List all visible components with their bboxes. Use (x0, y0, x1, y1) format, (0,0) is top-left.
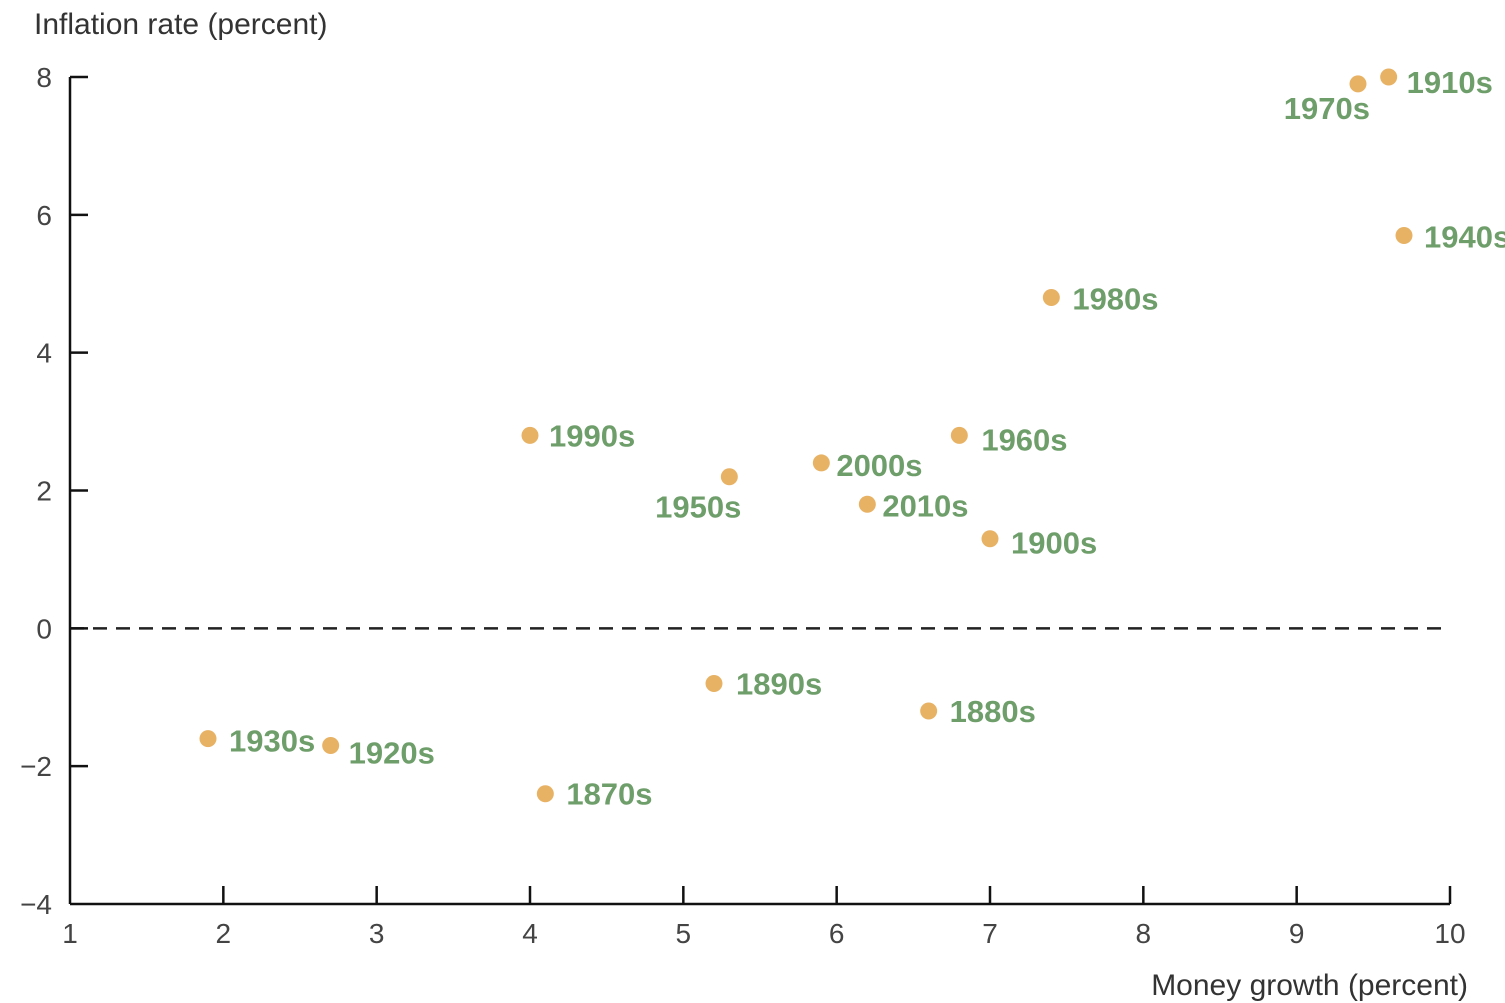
x-axis-ticks: 1 2 3 4 5 6 7 8 9 10 (62, 886, 1466, 949)
x-tick-label: 7 (982, 918, 998, 949)
x-tick-label: 1 (62, 918, 78, 949)
data-point-2010s (858, 495, 876, 513)
point-label-1890s: 1890s (736, 666, 822, 701)
data-point-1960s (950, 426, 968, 444)
y-axis-title: Inflation rate (percent) (34, 8, 327, 41)
y-tick-label: 8 (36, 62, 52, 93)
data-point-1980s (1042, 289, 1060, 307)
data-point-1870s (536, 785, 554, 803)
point-label-1980s: 1980s (1072, 282, 1158, 317)
x-tick-label: 2 (216, 918, 232, 949)
data-point-1940s (1395, 227, 1413, 245)
x-tick-label: 5 (676, 918, 692, 949)
data-point-1990s (521, 426, 539, 444)
data-point-1910s (1380, 68, 1398, 86)
x-tick-label: 10 (1434, 918, 1465, 949)
y-tick-label: 2 (36, 476, 52, 507)
point-label-1910s: 1910s (1407, 65, 1493, 100)
point-label-2010s: 2010s (882, 488, 968, 523)
y-tick-label: 6 (36, 200, 52, 231)
point-label-1900s: 1900s (1011, 526, 1097, 561)
y-tick-label: 0 (36, 613, 52, 644)
point-label-1940s: 1940s (1424, 220, 1505, 255)
point-label-1930s: 1930s (229, 724, 315, 759)
x-tick-label: 4 (522, 918, 538, 949)
data-point-1950s (720, 468, 738, 486)
x-tick-label: 8 (1136, 918, 1152, 949)
y-tick-label: −2 (20, 751, 52, 782)
x-tick-label: 3 (369, 918, 385, 949)
data-point-1930s (199, 730, 217, 748)
data-point-1880s (920, 702, 938, 720)
point-label-1950s: 1950s (655, 490, 741, 525)
point-label-1960s: 1960s (981, 422, 1067, 457)
axes (68, 77, 1450, 906)
data-point-1890s (705, 674, 723, 692)
data-point-1920s (322, 736, 340, 754)
point-label-1920s: 1920s (349, 735, 435, 770)
point-labels: 1870s 1880s 1890s 1900s 1910s 1920s 1930s 1940s… (229, 65, 1505, 812)
data-point-1900s (981, 530, 999, 548)
y-tick-label: 4 (36, 338, 52, 369)
point-label-2000s: 2000s (836, 448, 922, 483)
data-points (199, 68, 1413, 803)
y-tick-label: −4 (20, 889, 52, 920)
point-label-1870s: 1870s (566, 777, 652, 812)
data-point-1970s (1349, 75, 1367, 93)
y-axis-ticks: 8 6 4 2 0 −2 −4 (20, 62, 88, 920)
x-tick-label: 9 (1289, 918, 1305, 949)
point-label-1970s: 1970s (1284, 91, 1370, 126)
point-label-1880s: 1880s (950, 694, 1036, 729)
data-point-2000s (812, 454, 830, 472)
point-label-1990s: 1990s (549, 418, 635, 453)
x-tick-label: 6 (829, 918, 845, 949)
x-axis-title: Money growth (percent) (1151, 969, 1468, 1002)
